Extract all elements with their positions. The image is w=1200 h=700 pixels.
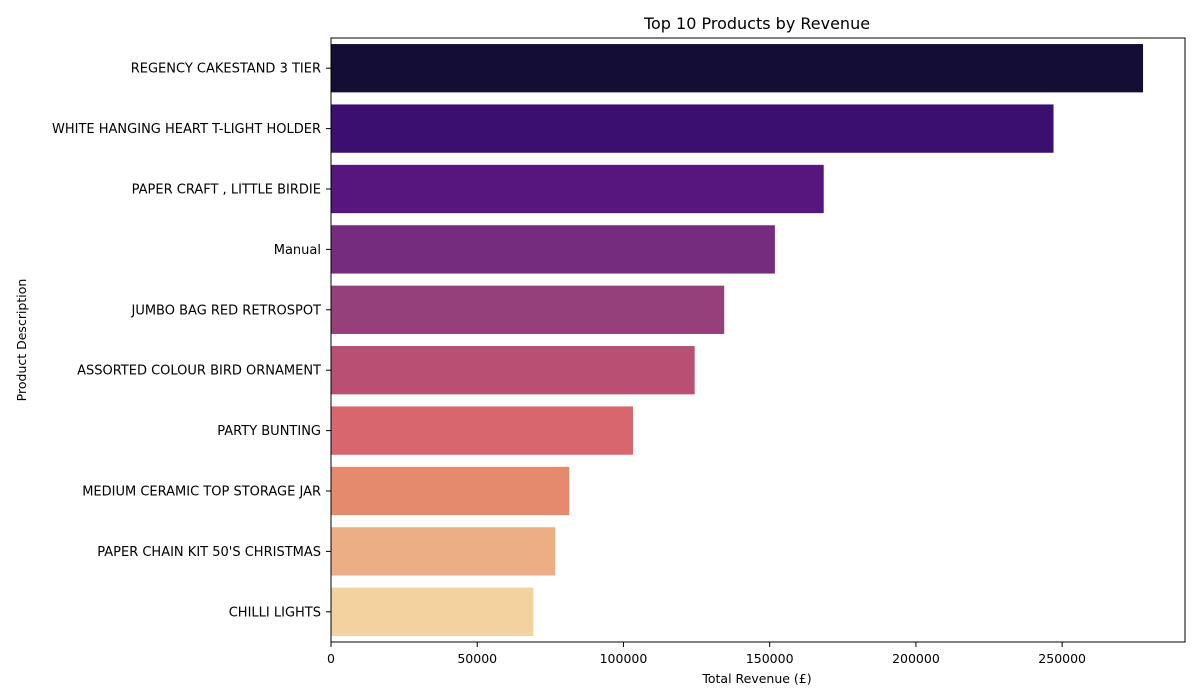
bar [331,406,633,455]
x-ticks: 0 50000 100000 150000 200000 250000 [327,642,1086,666]
category-label: Manual [274,243,321,258]
bar [331,225,775,274]
bar [331,285,725,334]
x-tick-label: 150000 [746,651,794,666]
category-label: ASSORTED COLOUR BIRD ORNAMENT [77,364,321,379]
category-label: JUMBO BAG RED RETROSPOT [130,303,321,318]
bar [331,104,1054,153]
bar [331,587,534,636]
category-label: MEDIUM CERAMIC TOP STORAGE JAR [82,485,321,500]
category-label: PAPER CHAIN KIT 50'S CHRISTMAS [97,545,321,560]
axes-frame [330,37,1186,643]
chart-title: Top 10 Products by Revenue [643,14,870,33]
bars-group [331,44,1144,636]
category-label: WHITE HANGING HEART T-LIGHT HOLDER [52,122,321,137]
x-tick-label: 250000 [1038,651,1086,666]
bar [331,346,695,395]
x-tick-label: 0 [327,651,335,666]
category-labels: REGENCY CAKESTAND 3 TIER WHITE HANGING HE… [52,62,331,620]
bar [331,164,824,214]
x-tick-label: 200000 [892,651,940,666]
category-label: REGENCY CAKESTAND 3 TIER [131,62,321,77]
category-label: PARTY BUNTING [217,424,321,439]
x-tick-label: 50000 [457,651,497,666]
x-axis-label: Total Revenue (£) [701,671,811,686]
y-axis-label: Product Description [14,279,29,402]
plot-frame [330,37,1186,643]
bar [331,466,570,516]
category-label: PAPER CRAFT , LITTLE BIRDIE [132,183,321,198]
bar [331,44,1144,93]
category-label: CHILLI LIGHTS [229,605,321,620]
bar [331,527,556,576]
x-tick-label: 100000 [600,651,648,666]
